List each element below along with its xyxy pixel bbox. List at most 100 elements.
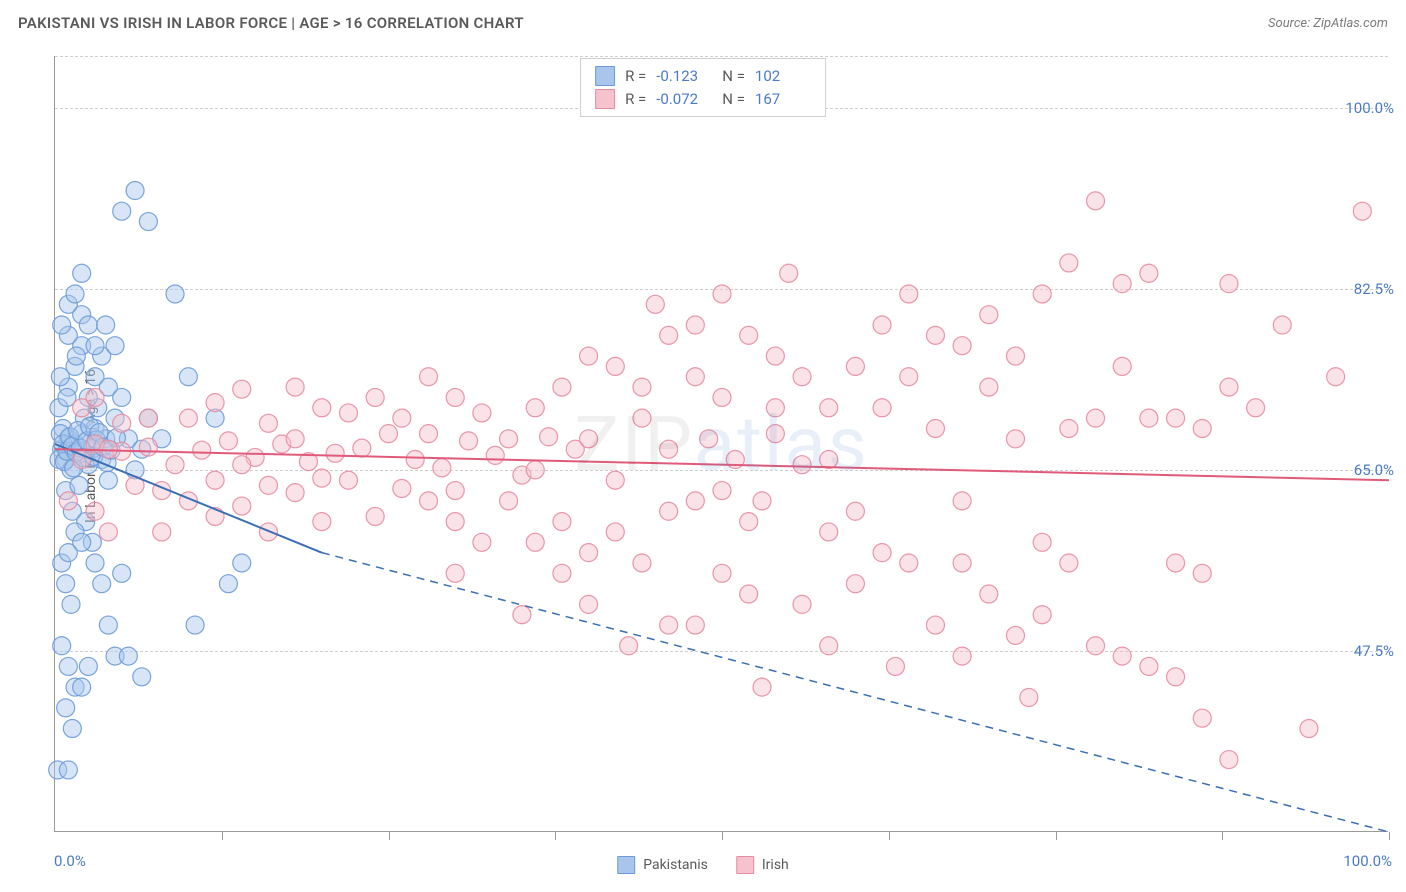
data-point <box>53 316 71 334</box>
data-point <box>233 456 251 474</box>
data-point <box>126 182 144 200</box>
data-point <box>686 316 704 334</box>
r-label: R = <box>625 65 646 88</box>
data-point <box>73 533 91 551</box>
legend-label-irish: Irish <box>762 857 789 873</box>
data-point <box>193 441 211 459</box>
data-point <box>953 492 971 510</box>
data-point <box>633 378 651 396</box>
data-point <box>1033 533 1051 551</box>
data-point <box>553 564 571 582</box>
data-point <box>380 425 398 443</box>
data-point <box>606 523 624 541</box>
stats-row-pakistanis: R = -0.123 N = 102 <box>595 65 811 88</box>
data-point <box>79 657 97 675</box>
data-point <box>633 554 651 572</box>
trend-line-extrapolated <box>322 553 1389 832</box>
data-point <box>1087 409 1105 427</box>
data-point <box>900 554 918 572</box>
data-point <box>1300 720 1318 738</box>
data-point <box>926 616 944 634</box>
data-point <box>219 432 237 450</box>
data-point <box>106 337 124 355</box>
data-point <box>1140 409 1158 427</box>
chart-container: PAKISTANI VS IRISH IN LABOR FORCE | AGE … <box>0 0 1406 892</box>
data-point <box>179 409 197 427</box>
data-point <box>86 337 104 355</box>
swatch-pakistanis <box>595 66 615 86</box>
data-point <box>873 316 891 334</box>
data-point <box>219 575 237 593</box>
data-point <box>846 357 864 375</box>
data-point <box>500 492 518 510</box>
data-point <box>286 484 304 502</box>
data-point <box>313 399 331 417</box>
data-point <box>660 616 678 634</box>
x-axis-min-label: 0.0% <box>54 852 86 870</box>
data-point <box>553 378 571 396</box>
swatch-irish <box>595 89 615 109</box>
data-point <box>713 285 731 303</box>
y-axis-tick-label: 47.5% <box>1354 642 1394 660</box>
data-point <box>57 575 75 593</box>
data-point <box>620 637 638 655</box>
data-point <box>326 444 344 462</box>
data-point <box>139 438 157 456</box>
r-label: R = <box>625 88 646 111</box>
data-point <box>113 564 131 582</box>
scatter-svg <box>55 56 1388 831</box>
stats-row-irish: R = -0.072 N = 167 <box>595 88 811 111</box>
source-label: Source: ZipAtlas.com <box>1268 16 1388 31</box>
n-value-pakistanis: 102 <box>755 65 811 88</box>
legend-label-pakistanis: Pakistanis <box>643 857 708 873</box>
data-point <box>313 469 331 487</box>
legend: Pakistanis Irish <box>617 856 789 874</box>
data-point <box>206 394 224 412</box>
data-point <box>1033 285 1051 303</box>
data-point <box>99 616 117 634</box>
data-point <box>820 523 838 541</box>
data-point <box>1167 409 1185 427</box>
data-point <box>580 595 598 613</box>
data-point <box>1113 275 1131 293</box>
data-point <box>926 419 944 437</box>
data-point <box>886 657 904 675</box>
data-point <box>166 456 184 474</box>
data-point <box>1113 357 1131 375</box>
data-point <box>580 544 598 562</box>
data-point <box>846 502 864 520</box>
data-point <box>900 285 918 303</box>
data-point <box>339 404 357 422</box>
data-point <box>766 399 784 417</box>
data-point <box>51 368 69 386</box>
data-point <box>139 409 157 427</box>
data-point <box>820 451 838 469</box>
data-point <box>1060 554 1078 572</box>
legend-item-pakistanis: Pakistanis <box>617 856 708 874</box>
data-point <box>646 295 664 313</box>
data-point <box>540 428 558 446</box>
data-point <box>73 678 91 696</box>
r-value-pakistanis: -0.123 <box>656 65 712 88</box>
data-point <box>660 502 678 520</box>
data-point <box>713 482 731 500</box>
data-point <box>953 647 971 665</box>
data-point <box>780 264 798 282</box>
data-point <box>366 388 384 406</box>
data-point <box>606 471 624 489</box>
data-point <box>286 378 304 396</box>
data-point <box>873 544 891 562</box>
data-point <box>580 347 598 365</box>
data-point <box>660 326 678 344</box>
data-point <box>793 595 811 613</box>
y-axis-tick-label: 100.0% <box>1345 99 1394 117</box>
data-point <box>740 326 758 344</box>
legend-swatch-irish <box>736 856 754 874</box>
data-point <box>446 513 464 531</box>
legend-item-irish: Irish <box>736 856 789 874</box>
data-point <box>953 337 971 355</box>
data-point <box>206 471 224 489</box>
data-point <box>500 430 518 448</box>
data-point <box>57 699 75 717</box>
data-point <box>73 264 91 282</box>
